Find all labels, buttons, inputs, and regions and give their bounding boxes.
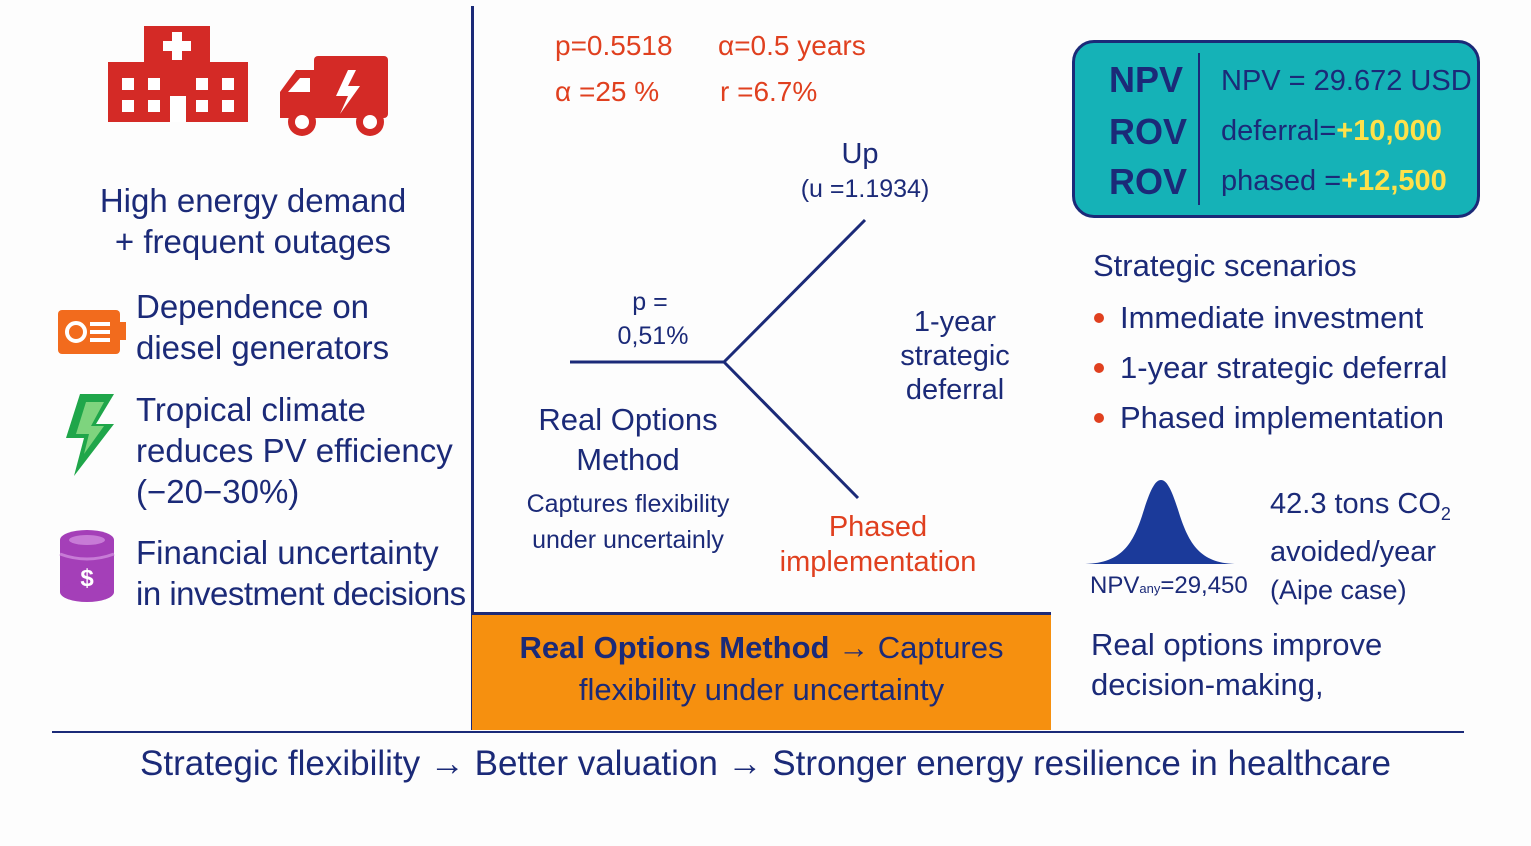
tree-p-value: 0,51% (617, 322, 689, 350)
bullet-icon (1094, 363, 1104, 373)
npv-row-value-3-text: phased = (1221, 165, 1342, 197)
scenarios-list: Immediate investment 1-year strategic de… (1090, 293, 1447, 443)
headline-line-2: + frequent outages (114, 223, 392, 260)
tree-middle-label: 1-year strategic deferral (870, 305, 1040, 407)
item-generators: Dependence on diesel generators (136, 286, 389, 368)
item-climate-line-2: reduces PV efficiency (136, 432, 453, 469)
method-title-line-1: Real Options (538, 402, 718, 437)
item-financial-line-2: in investment decisions (136, 575, 466, 612)
footer-text: Strategic flexibility → Better valuation… (140, 744, 1391, 783)
co2-line-3: (Aipe case) (1270, 574, 1407, 605)
footer-rule (52, 731, 1464, 733)
bell-curve-icon (1082, 480, 1238, 564)
orange-banner-line-1: Real Options Method → Captures (472, 627, 1051, 669)
tree-down-line-2: implementation (779, 546, 977, 578)
npv-row-value-2: deferral=+10,000 (1221, 115, 1442, 148)
headline: High energy demand + frequent outages (80, 180, 426, 262)
item-financial: Financial uncertainty in investment deci… (136, 532, 466, 614)
param-r: r =6.7% (720, 76, 818, 107)
item-financial-line-1: Financial uncertainty (136, 534, 439, 571)
bullet-icon (1094, 313, 1104, 323)
npv-row-label-1: NPV (1109, 59, 1184, 100)
orange-banner-arrow-text: → Captures (829, 630, 1004, 665)
scenario-item-text: Immediate investment (1120, 300, 1424, 335)
scenario-item: Immediate investment (1090, 293, 1447, 343)
tree-branch-down (722, 360, 860, 500)
npv-row-value-1-text: NPV = 29.672 USD (1221, 65, 1472, 97)
item-climate-line-3: (−20−30%) (136, 473, 300, 510)
tree-p-label: p = (632, 288, 668, 316)
npv-distribution-value: =29,450 (1160, 572, 1248, 599)
method-title: Real Options Method (518, 400, 738, 480)
param-alpha-years: α=0.5 years (718, 30, 866, 61)
tree-up-label: Up (841, 138, 879, 170)
co2-line-1: 42.3 tons CO2 (1270, 485, 1451, 533)
orange-banner-line-2: flexibility under uncertainty (578, 672, 945, 707)
money-stack-icon: $ (59, 530, 115, 602)
npv-row-label-3: ROV (1109, 161, 1188, 202)
tree-up-value: (u =1.1934) (800, 175, 930, 203)
npv-row-value-1: NPV = 29.672 USD (1221, 65, 1472, 98)
item-climate: Tropical climate reduces PV efficiency (… (136, 389, 453, 512)
ambulance-icon (280, 56, 388, 136)
scenarios-title: Strategic scenarios (1093, 248, 1357, 283)
item-generators-line-1: Dependence on (136, 288, 370, 325)
conclusion-line-2: decision-making, (1091, 667, 1324, 702)
npv-row-value-3: phased =+12,500 (1221, 165, 1447, 198)
co2-line-2: avoided/year (1270, 535, 1437, 568)
tree-middle-line-2: strategic (900, 340, 1010, 372)
svg-text:$: $ (80, 565, 94, 592)
generator-icon (58, 310, 126, 354)
method-sub-line-1: Captures flexibility (526, 490, 730, 518)
headline-line-1: High energy demand (99, 182, 407, 219)
npv-row-value-2-highlight: +10,000 (1336, 115, 1442, 147)
tree-down-label: Phased implementation (758, 510, 998, 580)
lightning-icon (66, 394, 114, 476)
npv-box: NPV NPV = 29.672 USD ROV deferral=+10,00… (1072, 40, 1480, 218)
scenario-item: Phased implementation (1090, 393, 1447, 443)
item-climate-line-1: Tropical climate (136, 391, 366, 428)
orange-banner-text: Real Options Method → Captures flexibili… (472, 627, 1051, 711)
conclusion: Real options improve decision-making, (1091, 625, 1382, 705)
tree-branch-up (722, 218, 867, 364)
tree-middle-line-3: deferral (905, 374, 1005, 406)
scenario-item-text: Phased implementation (1120, 400, 1444, 435)
scenario-item-text: 1-year strategic deferral (1120, 350, 1448, 385)
co2-block: 42.3 tons CO2 avoided/year (Aipe case) (1270, 485, 1451, 609)
orange-banner: Real Options Method → Captures flexibili… (472, 615, 1051, 730)
scenario-item: 1-year strategic deferral (1090, 343, 1447, 393)
conclusion-line-1: Real options improve (1091, 627, 1383, 662)
npv-row-value-2-text: deferral= (1221, 115, 1337, 147)
tree-down-line-1: Phased (828, 511, 928, 543)
tree-middle-line-1: 1-year (913, 306, 997, 338)
method-sub-line-2: under uncertainly (532, 526, 724, 554)
co2-line-1-prefix: 42.3 tons CO (1270, 488, 1441, 520)
left-divider (471, 6, 474, 730)
item-generators-line-2: diesel generators (136, 329, 390, 366)
bullet-icon (1094, 413, 1104, 423)
co2-line-1-sub: 2 (1440, 503, 1451, 524)
method-sub: Captures flexibility under uncertainly (508, 486, 748, 558)
decision-tree (570, 218, 867, 500)
method-title-line-2: Method (576, 442, 680, 477)
banner-top-rule (471, 612, 1051, 615)
hospital-icon (108, 26, 248, 122)
npv-row-label-2: ROV (1109, 111, 1188, 152)
orange-banner-bold: Real Options Method (519, 630, 830, 665)
npv-distribution-main: NPV (1090, 572, 1140, 599)
npv-box-divider (1198, 53, 1200, 205)
npv-distribution-sub: any (1139, 581, 1161, 596)
param-p: p=0.5518 (555, 30, 673, 61)
npv-distribution-label: NPVany=29,450 (1090, 572, 1248, 600)
param-alpha-pct: α =25 % (555, 76, 660, 107)
npv-row-value-3-highlight: +12,500 (1341, 165, 1447, 197)
